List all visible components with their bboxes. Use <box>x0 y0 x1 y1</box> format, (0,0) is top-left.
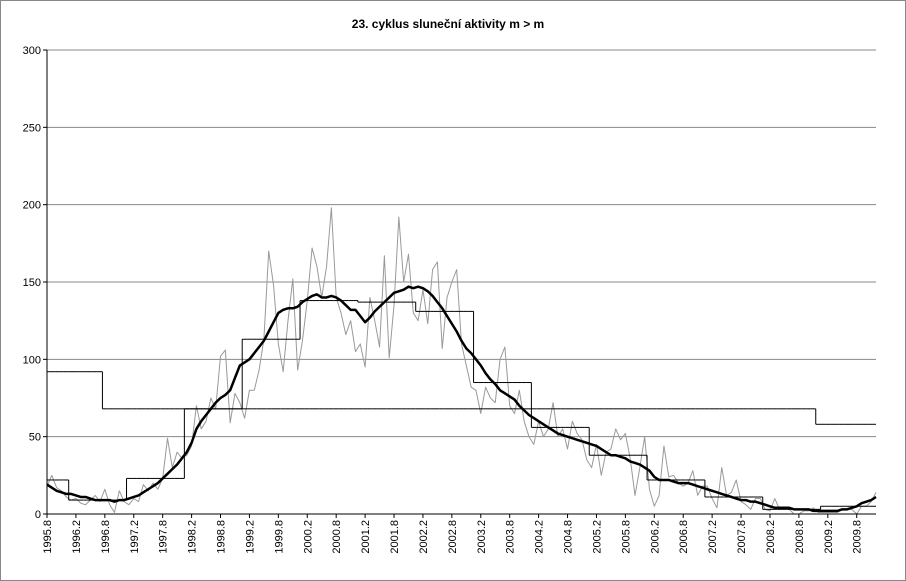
chart-title: 23. cyklus sluneční aktivity m > m <box>352 17 544 31</box>
x-tick-label: 2009.8 <box>852 520 864 554</box>
x-tick-label: 1999.8 <box>273 520 285 554</box>
y-tick-label: 300 <box>23 45 41 57</box>
x-tick-label: 2004.2 <box>534 520 546 554</box>
y-tick-label: 0 <box>35 509 41 521</box>
x-tick-label: 2003.8 <box>505 520 517 554</box>
y-tick-label: 150 <box>23 277 41 289</box>
x-tick-label: 1998.8 <box>216 520 228 554</box>
y-tick-label: 200 <box>23 200 41 212</box>
x-tick-label: 2001.2 <box>360 520 372 554</box>
x-tick-label: 1997.8 <box>158 520 170 554</box>
x-tick-label: 2007.2 <box>707 520 719 554</box>
x-tick-label: 1996.2 <box>71 520 83 554</box>
x-tick-label: 2002.8 <box>447 520 459 554</box>
x-tick-label: 2002.2 <box>418 520 430 554</box>
x-tick-label: 2003.2 <box>476 520 488 554</box>
x-tick-label: 2007.8 <box>736 520 748 554</box>
x-tick-label: 2005.2 <box>591 520 603 554</box>
x-tick-label: 2001.8 <box>389 520 401 554</box>
y-tick-label: 250 <box>23 122 41 134</box>
x-tick-label: 1998.2 <box>187 520 199 554</box>
x-tick-label: 1996.8 <box>100 520 112 554</box>
x-tick-label: 2009.2 <box>823 520 835 554</box>
x-tick-label: 1999.2 <box>244 520 256 554</box>
x-tick-label: 2000.2 <box>302 520 314 554</box>
data-line <box>46 207 877 515</box>
y-tick-label: 50 <box>29 432 41 444</box>
x-tick-label: 1995.8 <box>42 520 54 554</box>
data-line <box>46 285 877 513</box>
x-tick-label: 2006.8 <box>678 520 690 554</box>
y-tick-label: 100 <box>23 354 41 366</box>
x-tick-label: 2006.2 <box>649 520 661 554</box>
x-tick-label: 1997.2 <box>129 520 141 554</box>
x-tick-label: 2008.8 <box>794 520 806 554</box>
x-tick-label: 2005.8 <box>620 520 632 554</box>
x-tick-label: 2008.2 <box>765 520 777 554</box>
x-tick-label: 2000.8 <box>331 520 343 554</box>
x-tick-label: 2004.8 <box>563 520 575 554</box>
